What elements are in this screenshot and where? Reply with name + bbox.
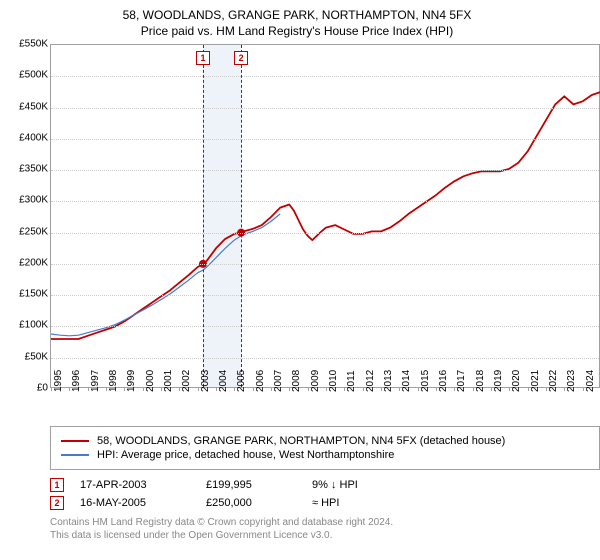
- y-tick-label: £500K: [19, 70, 48, 81]
- x-tick-label: 2009: [310, 370, 321, 392]
- x-tick-label: 1999: [126, 370, 137, 392]
- x-tick-label: 2019: [493, 370, 504, 392]
- y-tick-label: £200K: [19, 257, 48, 268]
- y-tick-label: £50K: [25, 351, 48, 362]
- y-tick-label: £150K: [19, 289, 48, 300]
- sale-note-1: 1 17-APR-2003 £199,995 9% ↓ HPI: [50, 478, 600, 492]
- x-tick-label: 2000: [145, 370, 156, 392]
- y-tick-label: £350K: [19, 164, 48, 175]
- legend-swatch: [61, 440, 89, 442]
- x-tick-label: 2022: [548, 370, 559, 392]
- sale-note-2: 2 16-MAY-2005 £250,000 ≈ HPI: [50, 496, 600, 510]
- legend-item-property: 58, WOODLANDS, GRANGE PARK, NORTHAMPTON,…: [61, 435, 589, 447]
- sale-vs-hpi: ≈ HPI: [312, 497, 412, 509]
- x-tick-label: 2017: [456, 370, 467, 392]
- y-tick-label: £450K: [19, 101, 48, 112]
- x-tick-label: 2012: [365, 370, 376, 392]
- y-tick-label: £0: [37, 383, 48, 394]
- chart-svg: [51, 45, 599, 387]
- x-tick-label: 2021: [530, 370, 541, 392]
- sale-vs-hpi: 9% ↓ HPI: [312, 479, 412, 491]
- x-tick-label: 2011: [346, 370, 357, 392]
- x-tick-label: 2005: [236, 370, 247, 392]
- x-tick-label: 2020: [511, 370, 522, 392]
- legend-label: 58, WOODLANDS, GRANGE PARK, NORTHAMPTON,…: [97, 435, 505, 447]
- sale-date: 16-MAY-2005: [80, 497, 190, 509]
- plot-region: 12: [50, 44, 600, 388]
- x-tick-label: 2010: [328, 370, 339, 392]
- y-tick-label: £250K: [19, 226, 48, 237]
- marker-1-icon: 1: [50, 478, 64, 492]
- chart-container: 58, WOODLANDS, GRANGE PARK, NORTHAMPTON,…: [0, 0, 600, 560]
- x-tick-label: 2001: [163, 370, 174, 392]
- x-tick-label: 1998: [108, 370, 119, 392]
- marker-2-icon: 2: [50, 496, 64, 510]
- x-tick-label: 2003: [200, 370, 211, 392]
- x-tick-label: 2023: [566, 370, 577, 392]
- x-tick-label: 2008: [291, 370, 302, 392]
- title-address: 58, WOODLANDS, GRANGE PARK, NORTHAMPTON,…: [6, 8, 588, 22]
- footer-line-2: This data is licensed under the Open Gov…: [50, 529, 600, 542]
- x-tick-label: 1995: [53, 370, 64, 392]
- footer-line-1: Contains HM Land Registry data © Crown c…: [50, 516, 600, 529]
- x-tick-label: 1997: [90, 370, 101, 392]
- chart-marker-2: 2: [234, 51, 248, 65]
- title-subtitle: Price paid vs. HM Land Registry's House …: [6, 24, 588, 38]
- legend: 58, WOODLANDS, GRANGE PARK, NORTHAMPTON,…: [50, 426, 600, 470]
- y-tick-label: £400K: [19, 132, 48, 143]
- sale-notes: 1 17-APR-2003 £199,995 9% ↓ HPI 2 16-MAY…: [50, 478, 600, 510]
- x-tick-label: 2015: [420, 370, 431, 392]
- legend-item-hpi: HPI: Average price, detached house, West…: [61, 449, 589, 461]
- sale-price: £199,995: [206, 479, 296, 491]
- chart-titles: 58, WOODLANDS, GRANGE PARK, NORTHAMPTON,…: [6, 8, 588, 38]
- x-tick-label: 2004: [218, 370, 229, 392]
- sale-price: £250,000: [206, 497, 296, 509]
- legend-swatch: [61, 454, 89, 456]
- sale-date: 17-APR-2003: [80, 479, 190, 491]
- legend-label: HPI: Average price, detached house, West…: [97, 449, 394, 461]
- x-tick-label: 2024: [585, 370, 596, 392]
- x-tick-label: 2002: [181, 370, 192, 392]
- x-tick-label: 1996: [71, 370, 82, 392]
- x-tick-label: 2007: [273, 370, 284, 392]
- x-tick-label: 2006: [255, 370, 266, 392]
- x-tick-label: 2014: [401, 370, 412, 392]
- y-tick-label: £100K: [19, 320, 48, 331]
- y-tick-label: £300K: [19, 195, 48, 206]
- chart-marker-1: 1: [196, 51, 210, 65]
- x-tick-label: 2016: [438, 370, 449, 392]
- x-tick-label: 2013: [383, 370, 394, 392]
- y-tick-label: £550K: [19, 39, 48, 50]
- footer-attribution: Contains HM Land Registry data © Crown c…: [50, 516, 600, 542]
- x-tick-label: 2018: [475, 370, 486, 392]
- chart-area: 12 £0£50K£100K£150K£200K£250K£300K£350K£…: [50, 44, 600, 388]
